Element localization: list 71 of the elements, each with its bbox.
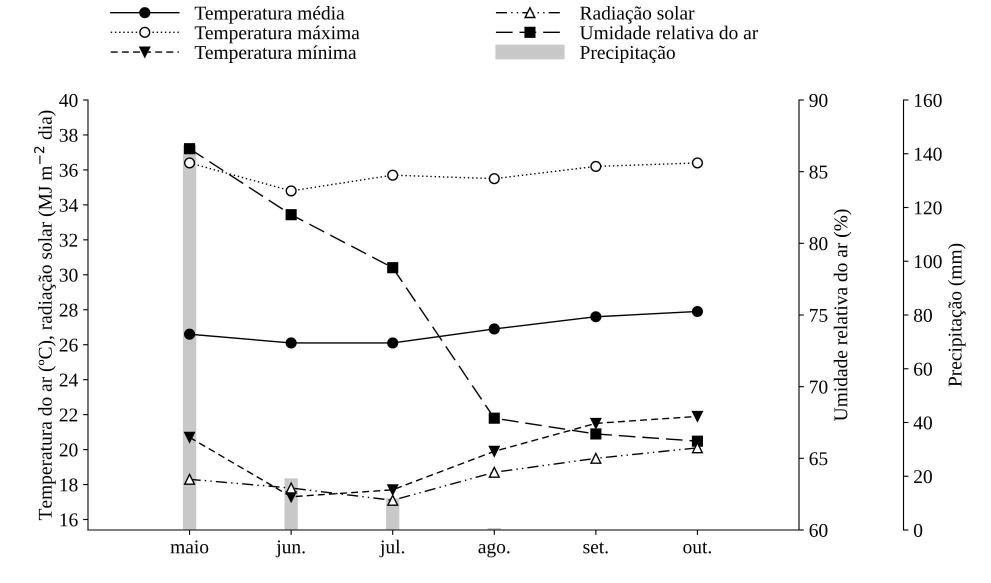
point xyxy=(590,160,602,172)
y-tick-label: 34 xyxy=(60,198,78,212)
legend-label: Umidade relativa do ar xyxy=(580,26,758,40)
y2-tick-label: 80 xyxy=(809,237,828,250)
legend-label: Temperatura média xyxy=(194,6,344,24)
y3-tick-label: 140 xyxy=(914,148,942,161)
y2-axis-title: Umidade relativa do ar (%) xyxy=(834,210,852,421)
point xyxy=(590,311,602,322)
point xyxy=(692,306,703,318)
y3-tick-label: 0 xyxy=(914,524,922,537)
y-tick-label: 36 xyxy=(60,164,78,177)
point xyxy=(184,143,196,154)
point xyxy=(387,262,398,274)
bar xyxy=(182,145,196,530)
point xyxy=(488,323,500,335)
x-tick-label: set. xyxy=(583,542,608,554)
point xyxy=(488,173,500,184)
point xyxy=(184,328,196,340)
y3-axis-title: Precipitação (mm) xyxy=(948,244,966,387)
y-tick-label: 40 xyxy=(59,94,78,107)
y-tick-label: 38 xyxy=(60,128,78,142)
point xyxy=(286,337,297,349)
y2-tick-label: 75 xyxy=(810,309,828,322)
point xyxy=(387,494,398,506)
y3-tick-label: 80 xyxy=(914,308,932,322)
y-tick-label: 30 xyxy=(60,268,78,282)
y2-tick-label: 65 xyxy=(810,452,828,466)
point xyxy=(488,446,500,457)
legend-label: Temperatura máxima xyxy=(194,26,360,44)
y3-tick-label: 40 xyxy=(914,416,932,430)
legend-label: Temperatura mínima xyxy=(194,45,356,63)
point xyxy=(184,157,196,168)
y-tick-label: 26 xyxy=(60,338,78,352)
y2-tick-label: 60 xyxy=(810,524,828,537)
x-tick-label: ago. xyxy=(478,543,510,558)
y-tick-label: 22 xyxy=(60,408,78,422)
point xyxy=(184,474,196,485)
point xyxy=(387,484,398,496)
y-axis-title: Temperatura do ar (ºC), radiação solar (MJ m$^{−2}$ dia) xyxy=(34,110,56,520)
y3-tick-label: 60 xyxy=(914,362,932,376)
y3-tick-label: 20 xyxy=(914,470,932,484)
y2-tick-label: 85 xyxy=(809,165,828,179)
legend-label: Radiação solar xyxy=(580,6,694,24)
y2-tick-label: 70 xyxy=(810,380,828,394)
x-tick-label: jun. xyxy=(276,540,305,558)
point xyxy=(590,428,602,440)
point xyxy=(692,157,703,168)
point xyxy=(286,185,297,196)
point xyxy=(692,410,703,422)
point xyxy=(286,209,297,220)
y-tick-label: 18 xyxy=(60,478,78,492)
y3-tick-label: 100 xyxy=(914,255,942,268)
point xyxy=(286,482,297,494)
y-tick-label: 16 xyxy=(60,513,78,526)
x-tick-label: jul. xyxy=(379,540,404,558)
point xyxy=(590,452,602,464)
legend-label: Precipitação xyxy=(580,46,675,63)
x-tick-label: maio xyxy=(170,540,208,554)
point xyxy=(590,418,602,429)
x-tick-label: out. xyxy=(683,542,711,554)
y-tick-label: 20 xyxy=(60,443,78,457)
point xyxy=(488,412,500,424)
y2-tick-label: 90 xyxy=(809,94,828,107)
y3-tick-label: 160 xyxy=(914,94,942,107)
point xyxy=(387,337,398,349)
y-tick-label: 32 xyxy=(60,234,78,247)
y-tick-label: 28 xyxy=(60,304,78,317)
y3-tick-label: 120 xyxy=(914,201,942,214)
point xyxy=(184,432,196,443)
point xyxy=(387,170,398,181)
y-tick-label: 24 xyxy=(60,374,78,386)
